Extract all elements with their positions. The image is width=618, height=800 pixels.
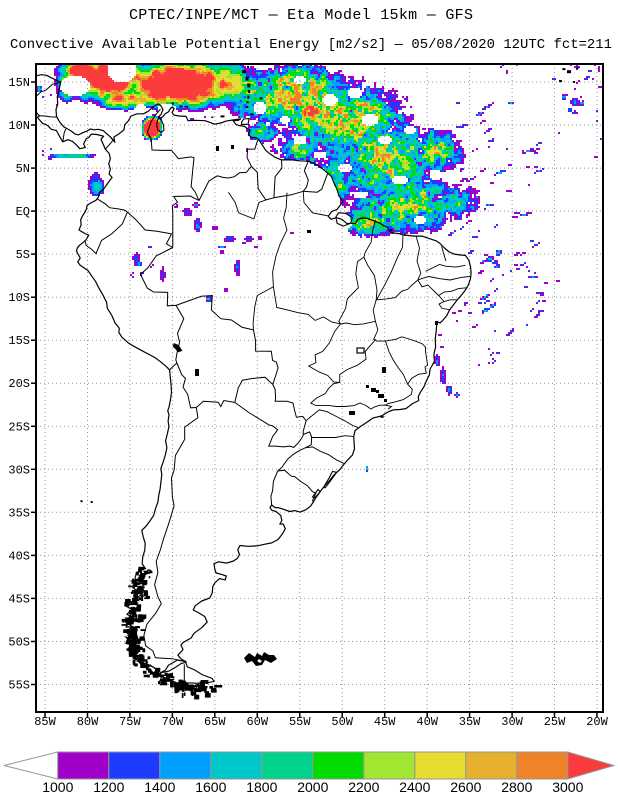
svg-text:35S: 35S (8, 506, 30, 520)
svg-text:1400: 1400 (144, 779, 175, 795)
svg-text:70W: 70W (162, 715, 184, 729)
svg-text:30S: 30S (8, 463, 30, 477)
svg-text:45S: 45S (8, 592, 30, 606)
svg-text:1800: 1800 (246, 779, 277, 795)
svg-text:2600: 2600 (450, 779, 481, 795)
svg-text:45W: 45W (374, 715, 396, 729)
svg-text:15S: 15S (8, 334, 30, 348)
svg-text:50S: 50S (8, 636, 30, 650)
svg-text:CPTEC/INPE/MCT — Eta Model 15: CPTEC/INPE/MCT — Eta Model 15km — GFS (129, 7, 473, 24)
svg-text:10N: 10N (8, 119, 30, 133)
svg-text:2000: 2000 (297, 779, 328, 795)
svg-text:EQ: EQ (16, 205, 30, 219)
svg-text:85W: 85W (34, 715, 56, 729)
svg-text:1600: 1600 (195, 779, 226, 795)
svg-text:2800: 2800 (501, 779, 532, 795)
svg-text:5S: 5S (16, 248, 30, 262)
svg-text:10S: 10S (8, 291, 30, 305)
svg-text:60W: 60W (246, 715, 268, 729)
svg-text:80W: 80W (77, 715, 99, 729)
svg-text:55S: 55S (8, 679, 30, 693)
svg-text:5N: 5N (16, 162, 30, 176)
svg-text:1000: 1000 (42, 779, 73, 795)
svg-text:25W: 25W (544, 715, 566, 729)
svg-text:65W: 65W (204, 715, 226, 729)
svg-text:Convective Available Potential: Convective Available Potential Energy [m… (10, 37, 612, 53)
svg-text:35W: 35W (459, 715, 481, 729)
svg-text:50W: 50W (331, 715, 353, 729)
svg-text:25S: 25S (8, 420, 30, 434)
svg-text:1200: 1200 (93, 779, 124, 795)
svg-text:3000: 3000 (552, 779, 583, 795)
svg-text:2400: 2400 (399, 779, 430, 795)
svg-text:30W: 30W (501, 715, 523, 729)
svg-text:40W: 40W (416, 715, 438, 729)
svg-text:2200: 2200 (348, 779, 379, 795)
svg-text:75W: 75W (119, 715, 141, 729)
svg-text:20W: 20W (586, 715, 608, 729)
svg-text:15N: 15N (8, 76, 30, 90)
svg-text:40S: 40S (8, 549, 30, 563)
svg-text:20S: 20S (8, 377, 30, 391)
svg-text:55W: 55W (289, 715, 311, 729)
